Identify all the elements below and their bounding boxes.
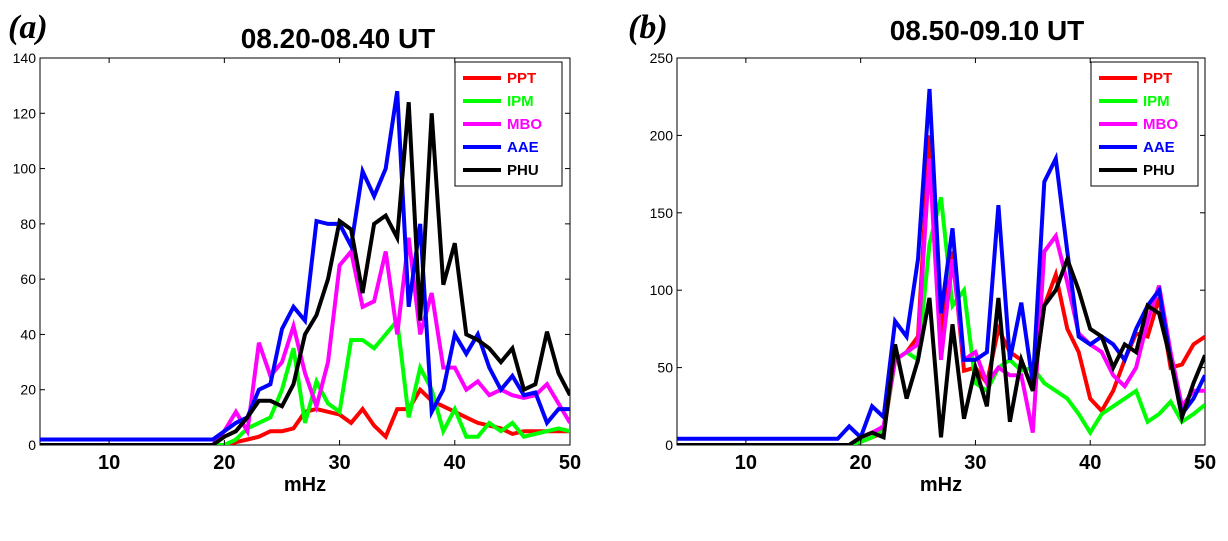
chart-0-panel-label: (a): [8, 9, 48, 46]
chart-1-legend-label-phu: PHU: [1143, 162, 1175, 179]
chart-0-legend-label-ppt: PPT: [507, 70, 536, 87]
chart-1-legend-label-aae: AAE: [1143, 139, 1175, 156]
chart-1-series-mbo-line: [677, 158, 1205, 445]
chart-0-xtick-label: 10: [98, 452, 120, 474]
chart-0-title: 08.20-08.40 UT: [241, 23, 436, 54]
chart-0-series-mbo-line: [40, 237, 570, 445]
chart-1-legend-label-ppt: PPT: [1143, 70, 1172, 87]
chart-0-legend-label-mbo: MBO: [507, 116, 542, 133]
chart-1-x-axis-label: mHz: [920, 474, 962, 496]
chart-0: 0 20 40 60 80 100 120 140 10 20 30 40 50 mHz 08.20-08.…: [8, 9, 581, 496]
chart-0-xtick-label: 30: [328, 452, 350, 474]
chart-1-ytick-label: 0: [665, 437, 673, 453]
chart-1-series-ipm-line: [677, 196, 1205, 445]
chart-1-series-phu-line: [677, 253, 1205, 445]
chart-0-xtick-label: 20: [213, 452, 235, 474]
chart-0-ytick-label: 60: [20, 271, 36, 287]
chart-1-ytick-label: 250: [650, 50, 674, 66]
chart-1-legend-label-ipm: IPM: [1143, 93, 1170, 110]
chart-0-series-ipm-line: [40, 315, 570, 445]
chart-1-xtick-label: 20: [850, 452, 872, 474]
chart-0-series-aae-line: [40, 90, 570, 442]
chart-0-xtick-label: 40: [444, 452, 466, 474]
chart-0-x-axis-label: mHz: [284, 474, 326, 496]
chart-1-xtick-label: 10: [735, 452, 757, 474]
chart-0-legend-label-aae: AAE: [507, 139, 539, 156]
chart-1-legend: PPT IPM MBO AAE PHU: [1090, 61, 1199, 187]
chart-0-ytick-label: 20: [20, 382, 36, 398]
chart-1-ytick-label: 150: [650, 205, 674, 221]
chart-0-legend-label-ipm: IPM: [507, 93, 534, 110]
chart-1-xtick-label: 50: [1194, 452, 1216, 474]
chart-0-ytick-label: 80: [20, 216, 36, 232]
chart-0-legend: PPT IPM MBO AAE PHU: [454, 61, 563, 187]
chart-0-ytick-label: 140: [13, 50, 37, 66]
chart-1-series-group: [677, 88, 1205, 445]
chart-0-ytick-label: 40: [20, 326, 36, 342]
chart-1-xtick-label: 40: [1079, 452, 1101, 474]
chart-1-panel-label: (b): [628, 9, 668, 46]
chart-1-series-aae-line: [677, 88, 1205, 441]
chart-1: 0 50 100 150 200 250 10 20 30 40 50 mHz 08.50-09.10 …: [628, 9, 1216, 496]
chart-1-legend-label-mbo: MBO: [1143, 116, 1178, 133]
chart-1-title: 08.50-09.10 UT: [890, 15, 1085, 46]
chart-0-series-phu-line: [40, 102, 570, 445]
chart-0-legend-label-phu: PHU: [507, 162, 539, 179]
chart-1-xtick-label: 30: [964, 452, 986, 474]
chart-1-ytick-label: 200: [650, 127, 674, 143]
chart-0-xtick-label: 50: [559, 452, 581, 474]
chart-0-ytick-label: 100: [13, 161, 37, 177]
chart-0-ytick-label: 0: [28, 437, 36, 453]
chart-0-ytick-label: 120: [13, 105, 37, 121]
chart-1-ytick-label: 50: [657, 360, 673, 376]
chart-1-ytick-label: 100: [650, 282, 674, 298]
chart-0-series-group: [40, 90, 570, 445]
